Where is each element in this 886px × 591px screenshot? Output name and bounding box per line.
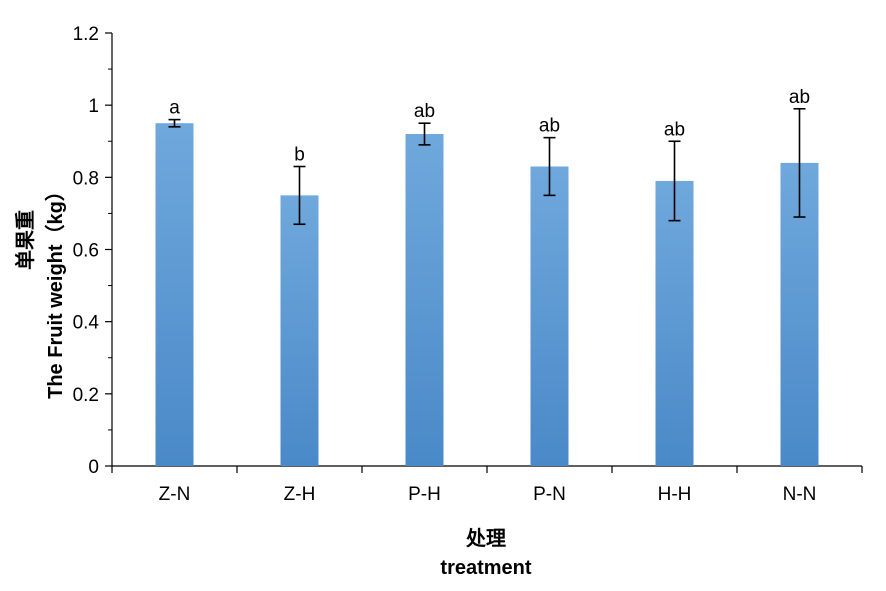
bar-p-n (530, 166, 569, 466)
y-axis-title-en: The Fruit weight（kg） (44, 181, 67, 399)
significance-label: ab (664, 119, 685, 140)
significance-label: b (294, 145, 305, 166)
significance-label: ab (789, 87, 810, 108)
bar-h-h (655, 180, 694, 467)
y-tick-label: 0.8 (73, 168, 99, 189)
significance-label: ab (414, 101, 435, 122)
x-axis-title-en: treatment (440, 557, 531, 579)
x-tick-label: N-N (783, 484, 817, 505)
y-tick-label: 0.4 (73, 313, 100, 334)
x-tick-label: Z-H (284, 484, 316, 505)
bar-p-h (405, 134, 444, 467)
x-tick-label: P-H (408, 484, 441, 505)
x-tick-label: Z-N (159, 484, 191, 505)
plot-area: 0 0.2 0.4 0.6 0.8 1 1.2 a Z-N b Z-H ab P-H ab P-N ab H-H… (73, 24, 863, 505)
significance-label: a (169, 98, 180, 119)
significance-label: ab (539, 116, 560, 137)
y-tick-label: 0.2 (73, 385, 99, 406)
y-tick-label: 0 (88, 457, 99, 478)
y-axis-title-cn: 单果重 (13, 210, 37, 270)
x-axis-title-cn: 处理 (465, 526, 506, 550)
x-tick-label: P-N (533, 484, 566, 505)
x-tick-label: H-H (658, 484, 692, 505)
bar-z-h (280, 195, 319, 466)
bar-z-n (155, 123, 194, 466)
y-tick-label: 0.6 (73, 241, 99, 262)
y-tick-label: 1.2 (73, 24, 99, 45)
y-tick-label: 1 (88, 96, 99, 117)
